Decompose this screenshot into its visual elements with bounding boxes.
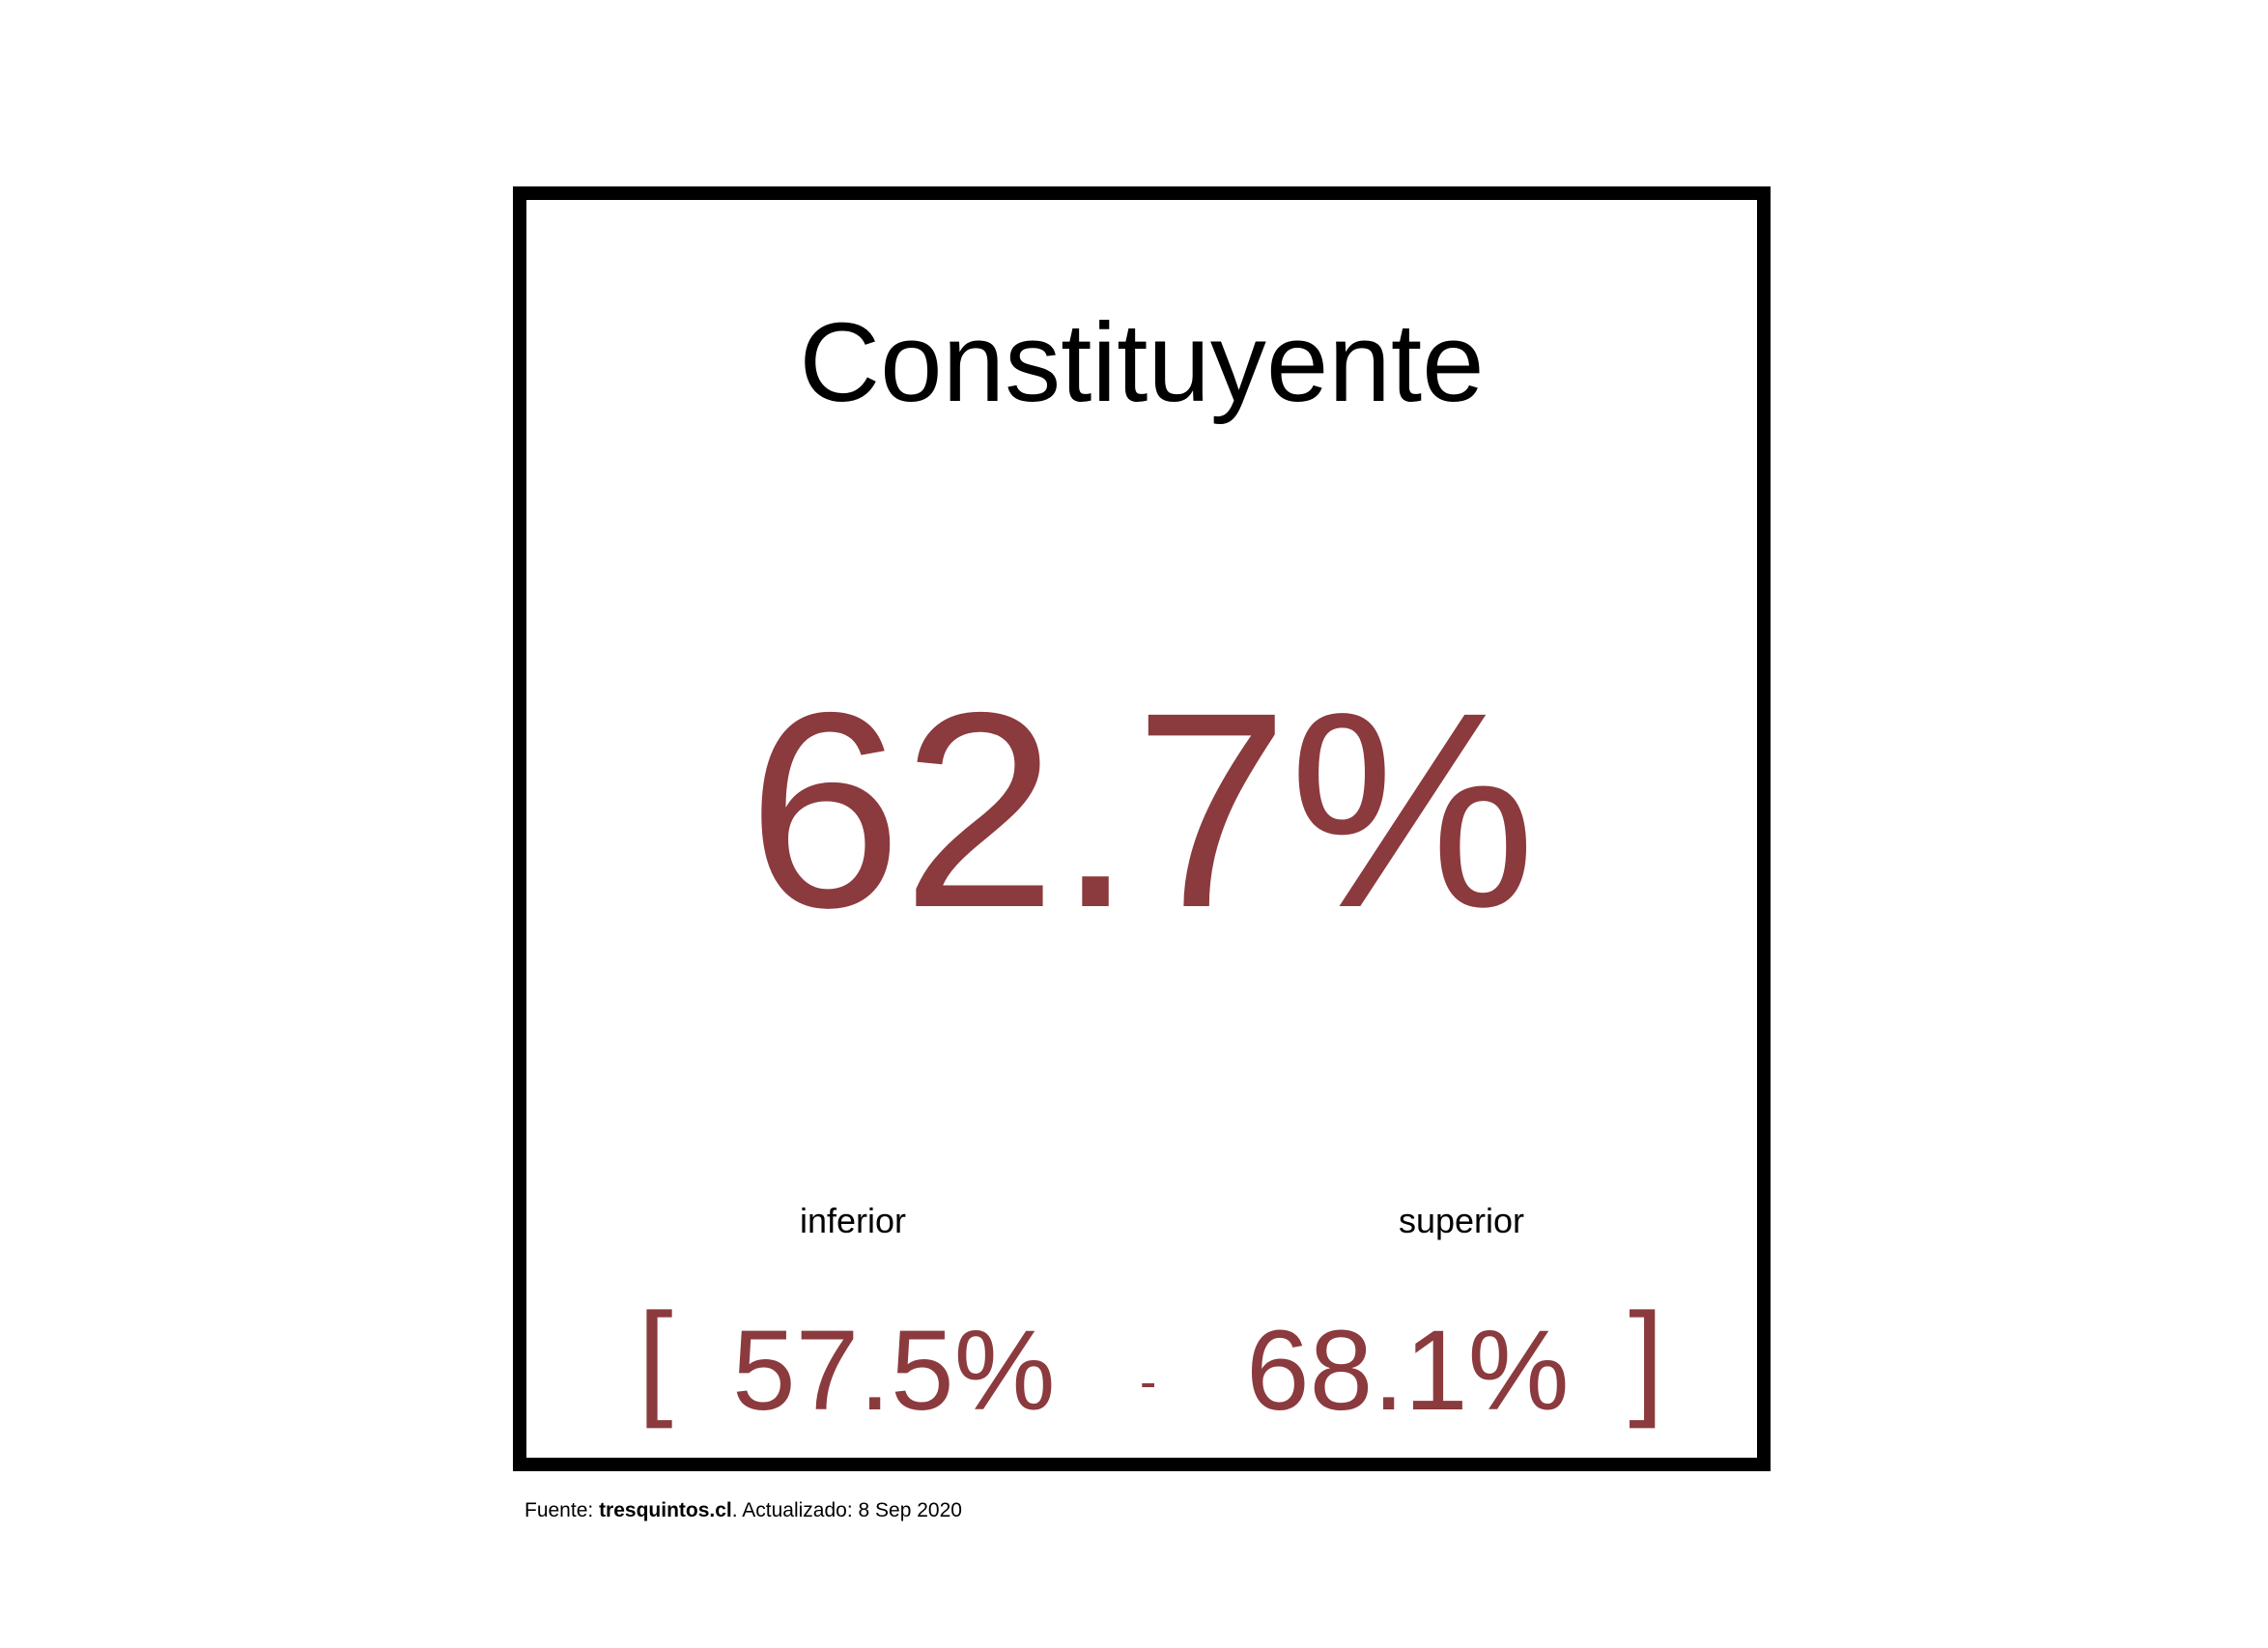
source-note: Fuente: tresquintos.cl. Actualizado: 8 S… bbox=[524, 1500, 962, 1520]
source-name: tresquintos.cl bbox=[599, 1499, 732, 1521]
chart-title: Constituyente bbox=[799, 299, 1485, 425]
lower-bound-value: 57.5% bbox=[732, 1307, 1056, 1435]
open-bracket: [ bbox=[638, 1287, 673, 1429]
source-prefix: Fuente: bbox=[524, 1499, 600, 1521]
estimate-card: Constituyente 62.7% inferior superior [ … bbox=[513, 186, 1771, 1471]
upper-bound-label: superior bbox=[1398, 1201, 1525, 1240]
main-estimate-value: 62.7% bbox=[747, 655, 1537, 966]
close-bracket: ] bbox=[1629, 1287, 1664, 1429]
lower-bound-label: inferior bbox=[799, 1201, 907, 1240]
upper-bound-value: 68.1% bbox=[1246, 1307, 1570, 1435]
updated-date: . Actualizado: 8 Sep 2020 bbox=[731, 1499, 962, 1521]
range-separator: - bbox=[1140, 1354, 1157, 1410]
